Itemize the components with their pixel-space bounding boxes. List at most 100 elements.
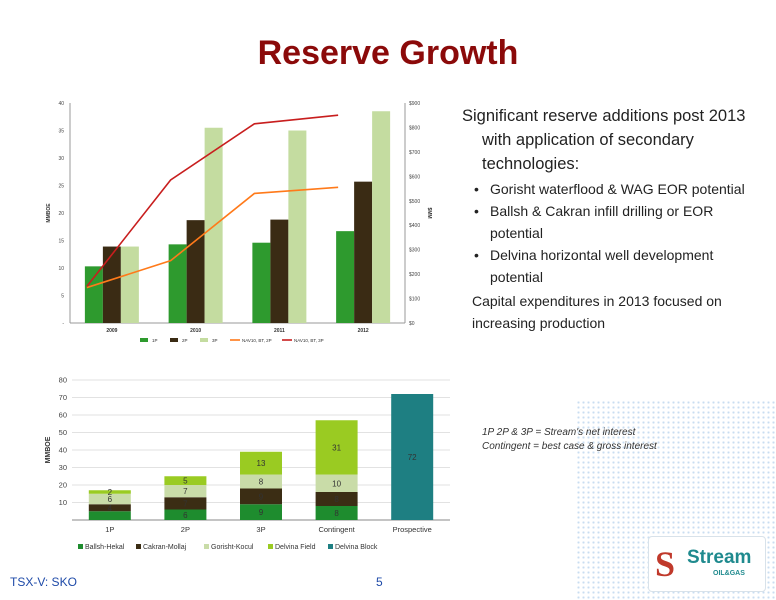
y-tick-label: 40 [58, 101, 64, 107]
x-tick-label: 2009 [106, 328, 117, 334]
y-tick-label: 50 [59, 428, 67, 437]
bar-2p [102, 246, 121, 323]
bullet-tail: Capital expenditures in 2013 focused on … [472, 293, 722, 331]
bar-segment [240, 474, 282, 489]
company-logo: S Stream OIL&GAS [648, 536, 766, 592]
legend-swatch [136, 544, 141, 549]
legend-label: Delvina Block [335, 544, 378, 551]
y-tick-label: 35 [58, 129, 64, 135]
legend-label: Cakran-Mollaj [143, 544, 187, 551]
y-tick-label: 10 [58, 266, 64, 272]
page-number: 5 [376, 575, 383, 589]
y-tick-label: 80 [59, 376, 67, 385]
y-tick-label: 60 [59, 411, 67, 420]
bar-2p [186, 220, 205, 323]
x-tick-label: 2010 [190, 328, 201, 334]
sub-bullet-item: Gorisht waterflood & WAG EOR potential [474, 178, 762, 200]
data-label: 9 [259, 508, 264, 517]
sub-bullets: Gorisht waterflood & WAG EOR potential B… [462, 178, 762, 288]
data-label: 2 [108, 488, 113, 497]
y2-tick-label: $0 [409, 321, 415, 327]
data-label: 6 [108, 495, 113, 504]
sub-bullet-item: Ballsh & Cakran infill drilling or EOR p… [474, 200, 762, 244]
y2-axis-title: $MM [426, 207, 432, 218]
legend-label: 2P [182, 338, 188, 343]
y2-tick-label: $500 [409, 199, 420, 205]
footnote-line: Contingent = best case & gross interest [482, 441, 657, 452]
x-tick-label: 1P [105, 525, 114, 534]
bar-3p [288, 130, 307, 323]
legend-label: Delvina Field [275, 544, 316, 551]
logo-s-icon: S [655, 544, 676, 584]
x-tick-label: 2P [181, 525, 190, 534]
sub-bullet-item: Delvina horizontal well development pote… [474, 244, 762, 288]
reserves-stacked-bar-chart: 1020304050607080MMBOE4621P67752P998133P8… [45, 376, 450, 551]
bar-segment [240, 488, 282, 505]
legend-label: Gorisht-Kocul [211, 544, 254, 551]
legend-swatch [328, 544, 333, 549]
bullet-lead: Significant reserve additions post 2013 … [462, 107, 746, 173]
y2-tick-label: $600 [409, 174, 420, 180]
x-tick-label: 2011 [274, 328, 285, 334]
data-label: 4 [108, 504, 113, 513]
footnote: 1P 2P & 3P = Stream's net interest Conti… [482, 426, 657, 454]
data-label: 9 [259, 492, 264, 501]
y-tick-label: - [62, 321, 64, 327]
bar-segment [88, 504, 131, 512]
bar-3p [372, 111, 391, 323]
legend-label: NAV10, BT, 2P [242, 338, 272, 343]
bar-segment [164, 476, 207, 485]
bar-segment [240, 451, 282, 475]
footnote-line: 1P 2P & 3P = Stream's net interest [482, 427, 636, 438]
bullet-list: Significant reserve additions post 2013 … [462, 104, 762, 334]
data-label: 7 [183, 487, 188, 496]
bar-2p [270, 219, 289, 323]
bar-segment [88, 493, 131, 505]
data-label: 72 [408, 453, 417, 462]
legend-swatch [170, 338, 178, 342]
bar-3p [120, 246, 139, 323]
data-label: 31 [332, 443, 341, 452]
bar-segment [315, 420, 358, 475]
y-tick-label: 5 [61, 294, 64, 300]
y-axis-title: MMBOE [46, 203, 52, 223]
data-label: 5 [183, 477, 188, 486]
data-label: 7 [183, 499, 188, 508]
data-label: 8 [259, 478, 264, 487]
bar-1p [336, 231, 355, 323]
bar-segment [164, 497, 207, 510]
legend-swatch [78, 544, 83, 549]
y2-tick-label: $700 [409, 150, 420, 156]
data-label: 8 [334, 495, 339, 504]
line-series [86, 114, 339, 287]
line-series [86, 186, 339, 289]
legend-label: 3P [212, 338, 218, 343]
bar-2p [354, 181, 373, 323]
x-tick-label: Contingent [318, 525, 355, 534]
y-tick-label: 20 [59, 481, 67, 490]
logo-subtitle: OIL&GAS [713, 570, 745, 577]
y2-tick-label: $300 [409, 248, 420, 254]
legend-swatch [200, 338, 208, 342]
y-tick-label: 25 [58, 184, 64, 190]
y2-tick-label: $100 [409, 297, 420, 303]
bar-segment [164, 485, 207, 498]
legend-label: NAV10, BT, 3P [294, 338, 324, 343]
x-tick-label: 3P [256, 525, 265, 534]
y2-tick-label: $200 [409, 272, 420, 278]
y-tick-label: 40 [59, 446, 67, 455]
bar-segment [88, 511, 131, 520]
legend-label: Ballsh-Hekal [85, 544, 125, 551]
bar-1p [168, 244, 187, 323]
y-tick-label: 15 [58, 239, 64, 245]
y-tick-label: 30 [58, 156, 64, 162]
y2-tick-label: $400 [409, 223, 420, 229]
bar-segment [315, 474, 358, 492]
x-tick-label: Prospective [393, 525, 432, 534]
bar-segment [391, 394, 434, 520]
data-label: 6 [183, 511, 188, 520]
y2-tick-label: $800 [409, 125, 420, 131]
y-tick-label: 20 [58, 211, 64, 217]
bar-segment [88, 490, 131, 494]
data-label: 8 [334, 509, 339, 518]
